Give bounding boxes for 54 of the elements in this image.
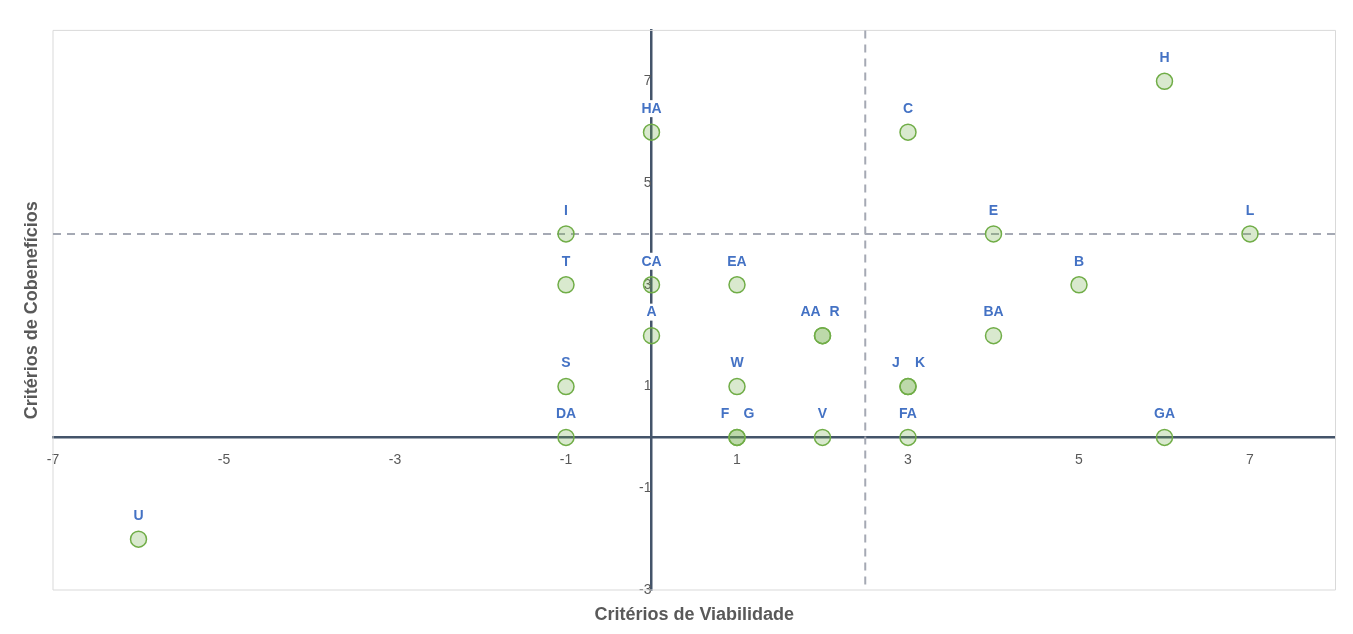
point (984, 326, 1003, 345)
point (557, 428, 575, 447)
annotation: C (902, 100, 914, 116)
point (642, 123, 661, 141)
point (1070, 276, 1088, 294)
point (899, 123, 917, 141)
annotation: G (743, 405, 755, 422)
point (1155, 72, 1174, 91)
point (899, 428, 917, 447)
annotation: T (561, 252, 571, 269)
point (984, 225, 1003, 243)
x-axis-title: Critérios de Viabilidade (594, 603, 795, 624)
point (728, 377, 746, 396)
x-tick-label: -7 (46, 450, 60, 467)
annotation: F (720, 405, 730, 422)
annotation: H (1159, 49, 1170, 66)
annotation: I (564, 201, 568, 218)
annotation: CA (641, 252, 662, 269)
annotation: BA (983, 303, 1004, 320)
annotation: K (914, 354, 926, 371)
y-axis-title: Critérios de Cobenefícios (20, 201, 41, 420)
annotation: V (817, 405, 828, 422)
y-tick-label: -3 (639, 580, 652, 597)
annotation: AA (800, 303, 821, 320)
point (1241, 225, 1259, 243)
annotation: E (988, 201, 999, 218)
annotation: W (730, 354, 745, 371)
point (557, 225, 575, 243)
x-tick-label: -3 (388, 450, 402, 467)
annotation: FA (899, 405, 917, 422)
point (557, 377, 575, 396)
point (1155, 428, 1174, 447)
x-tick-label: 1 (733, 450, 742, 467)
annotation: S (561, 354, 571, 371)
annotation: L (1245, 201, 1255, 218)
annotation: A (646, 303, 657, 320)
annotation: EA (727, 252, 747, 269)
point (642, 326, 661, 345)
annotation: U (133, 506, 144, 523)
x-tick-label: 5 (1075, 450, 1084, 467)
point (728, 276, 746, 294)
x-tick-label: 3 (904, 450, 913, 467)
annotation: R (829, 303, 840, 320)
point (129, 530, 148, 548)
point (557, 276, 575, 294)
point (813, 428, 832, 447)
x-tick-label: 7 (1246, 450, 1255, 467)
annotation: B (1073, 252, 1085, 269)
annotation: HA (641, 100, 662, 116)
x-tick-label: -5 (217, 450, 231, 467)
annotation: J (892, 354, 900, 371)
x-tick-label: -1 (559, 450, 573, 467)
annotation: DA (555, 405, 577, 422)
annotation: GA (1154, 405, 1175, 422)
